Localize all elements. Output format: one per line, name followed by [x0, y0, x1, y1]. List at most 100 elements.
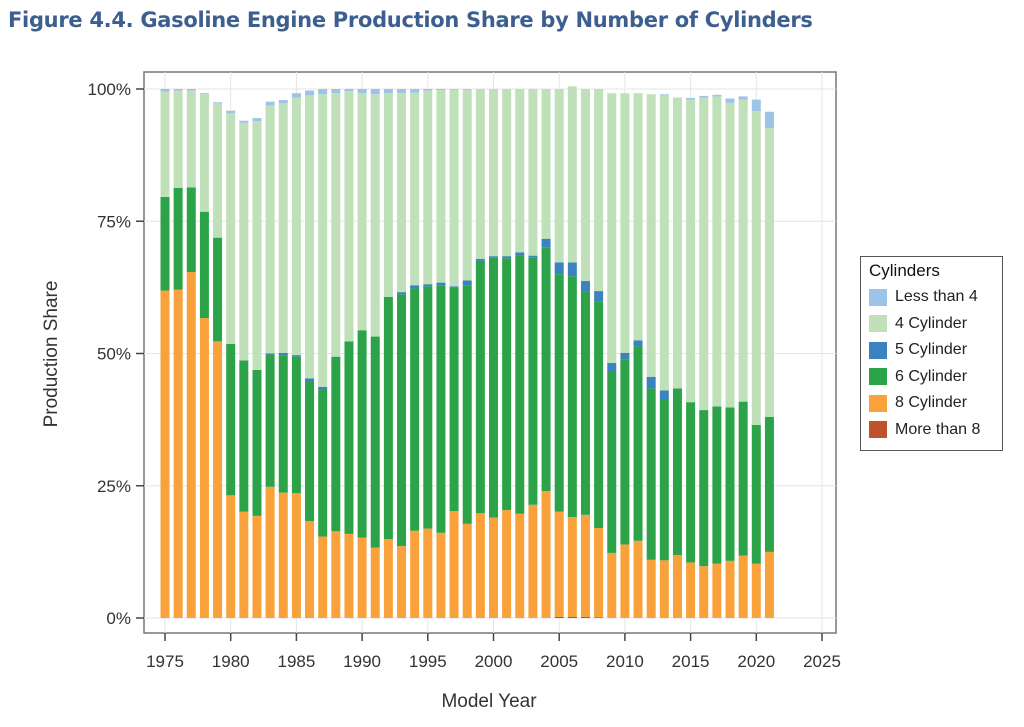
bar-segment-4-cylinder — [554, 89, 564, 263]
bar-segment-5-cylinder — [423, 284, 433, 287]
bar-segment-4-cylinder — [239, 122, 249, 361]
bar-segment-8-cylinder — [173, 289, 183, 618]
bar-segment-5-cylinder — [515, 252, 525, 256]
bar-stack — [265, 101, 275, 618]
bar-segment-more-than-8 — [580, 616, 590, 618]
bar-segment-8-cylinder — [410, 530, 420, 618]
bar-segment-less-than-4 — [199, 93, 209, 95]
bar-stack — [659, 94, 669, 618]
bar-segment-6-cylinder — [672, 388, 682, 556]
bar-segment-8-cylinder — [278, 492, 288, 618]
bar-segment-8-cylinder — [331, 531, 341, 618]
bar-segment-4-cylinder — [475, 89, 485, 259]
bar-segment-6-cylinder — [686, 402, 696, 563]
y-axis: 0% 25% 50% 75% 100% — [88, 80, 144, 628]
bar-segment-4-cylinder — [686, 99, 696, 403]
bar-stack — [633, 93, 643, 618]
y-axis-title: Production Share — [41, 281, 62, 428]
x-tick-label: 1985 — [277, 652, 315, 671]
bar-segment-less-than-4 — [173, 89, 183, 91]
bar-segment-8-cylinder — [528, 504, 538, 618]
bar-segment-less-than-4 — [764, 111, 774, 129]
bar-segment-4-cylinder — [659, 95, 669, 391]
bar-segment-6-cylinder — [502, 258, 512, 511]
legend-swatch — [869, 368, 887, 386]
bar-stack — [160, 89, 170, 618]
bar-segment-8-cylinder — [554, 511, 564, 617]
bar-segment-less-than-4 — [738, 96, 748, 100]
bar-segment-6-cylinder — [554, 274, 564, 512]
bar-segment-5-cylinder — [580, 281, 590, 292]
bar-stack — [489, 89, 498, 618]
legend-item: More than 8 — [869, 417, 1002, 444]
bar-segment-6-cylinder — [252, 369, 262, 516]
x-axis-title: Model Year — [441, 691, 537, 712]
bar-segment-6-cylinder — [383, 296, 393, 540]
bar-stack — [594, 89, 604, 618]
bar-segment-less-than-4 — [331, 89, 341, 94]
bar-segment-8-cylinder — [397, 546, 407, 618]
bar-segment-less-than-4 — [291, 93, 301, 98]
bar-segment-6-cylinder — [436, 285, 446, 533]
bar-stack — [515, 89, 525, 618]
bar-segment-6-cylinder — [410, 288, 420, 531]
bar-segment-6-cylinder — [725, 407, 735, 561]
bar-segment-5-cylinder — [462, 280, 472, 286]
x-tick-label: 2025 — [803, 652, 841, 671]
bar-stack — [173, 89, 183, 618]
bar-segment-4-cylinder — [397, 93, 407, 293]
bar-segment-8-cylinder — [357, 537, 367, 618]
bar-segment-6-cylinder — [278, 355, 288, 493]
bar-segment-6-cylinder — [291, 356, 301, 494]
bar-segment-8-cylinder — [751, 563, 761, 618]
bar-stack — [449, 89, 459, 618]
y-tick-label: 0% — [106, 609, 131, 628]
bar-segment-8-cylinder — [764, 551, 774, 618]
bar-stack — [436, 89, 446, 618]
bar-segment-8-cylinder — [239, 511, 249, 618]
bar-segment-4-cylinder — [318, 94, 328, 387]
bar-segment-4-cylinder — [672, 97, 682, 389]
bar-segment-4-cylinder — [751, 111, 761, 425]
bar-segment-4-cylinder — [633, 93, 643, 341]
bar-segment-6-cylinder — [528, 257, 538, 505]
legend-label: Less than 4 — [895, 288, 978, 306]
bar-stack — [712, 94, 722, 618]
bar-stack — [423, 89, 433, 618]
bar-segment-4-cylinder — [607, 93, 617, 364]
bar-stack — [370, 89, 380, 618]
bar-segment-8-cylinder — [725, 560, 735, 618]
bar-segment-8-cylinder — [423, 528, 433, 618]
figure-title: Figure 4.4. Gasoline Engine Production S… — [8, 8, 813, 32]
bar-segment-4-cylinder — [449, 89, 459, 287]
bar-segment-less-than-4 — [344, 89, 354, 92]
bar-segment-5-cylinder — [436, 282, 446, 286]
bar-segment-8-cylinder — [344, 533, 354, 618]
bar-segment-less-than-4 — [213, 102, 223, 104]
bar-segment-5-cylinder — [659, 390, 669, 400]
bar-stack — [567, 86, 577, 618]
bar-segment-more-than-8 — [554, 616, 564, 618]
legend-swatch — [869, 315, 887, 333]
x-axis: 1975 1980 1985 1990 1995 2000 2005 2010 2015 2020… — [146, 633, 841, 671]
bar-segment-6-cylinder — [475, 260, 485, 514]
bar-stack — [397, 89, 407, 618]
bar-segment-less-than-4 — [278, 100, 288, 104]
bar-segment-5-cylinder — [305, 378, 315, 382]
bar-segment-more-than-8 — [567, 616, 577, 618]
bar-segment-6-cylinder — [699, 410, 709, 567]
bar-segment-less-than-4 — [686, 97, 696, 100]
bar-segment-5-cylinder — [633, 340, 643, 347]
x-tick-label: 1990 — [343, 652, 381, 671]
bar-segment-4-cylinder — [489, 89, 498, 257]
bar-stack — [686, 97, 696, 618]
bar-stack — [318, 89, 328, 618]
bar-segment-5-cylinder — [318, 386, 328, 390]
bar-stack — [186, 89, 196, 618]
bar-segment-4-cylinder — [173, 90, 183, 188]
bar-stack — [607, 93, 617, 618]
bar-segment-8-cylinder — [699, 566, 709, 618]
bar-stack — [252, 118, 262, 618]
legend: Cylinders Less than 4 4 Cylinder 5 Cylinde… — [860, 256, 1003, 451]
